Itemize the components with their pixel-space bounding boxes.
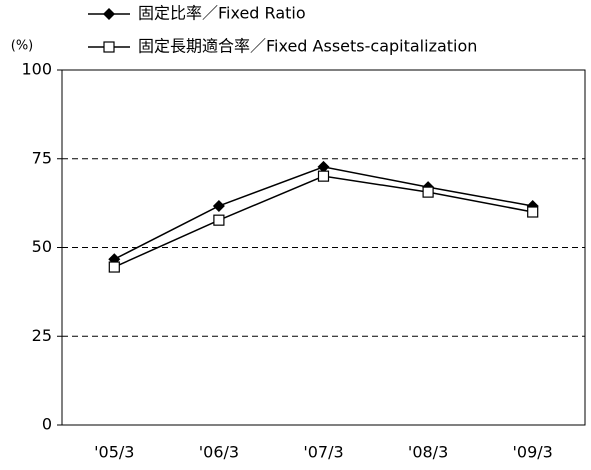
marker	[103, 41, 115, 53]
y-tick-label: 0	[42, 415, 52, 434]
x-tick-label: '06/3	[199, 443, 239, 462]
marker	[317, 170, 330, 182]
y-tick-label: 75	[32, 148, 52, 167]
x-tick-label: '07/3	[303, 443, 343, 462]
series-line	[113, 175, 533, 268]
legend-label: 固定長期適合率／Fixed Assets-capitalization	[138, 37, 477, 56]
legend-label: 固定比率／Fixed Ratio	[138, 4, 306, 23]
marker	[422, 186, 434, 198]
x-tick-label: '05/3	[94, 443, 134, 462]
y-tick-label: 25	[32, 326, 52, 345]
x-tick-label: '08/3	[408, 443, 448, 462]
marker	[527, 206, 539, 218]
marker	[317, 160, 330, 173]
y-tick-label: 100	[21, 60, 52, 79]
marker	[108, 261, 120, 273]
marker	[103, 8, 115, 20]
x-tick-label: '09/3	[513, 443, 553, 462]
y-axis-label: (%)	[11, 39, 34, 54]
marker	[213, 214, 225, 226]
marker	[212, 199, 225, 212]
y-tick-label: 50	[32, 237, 52, 256]
